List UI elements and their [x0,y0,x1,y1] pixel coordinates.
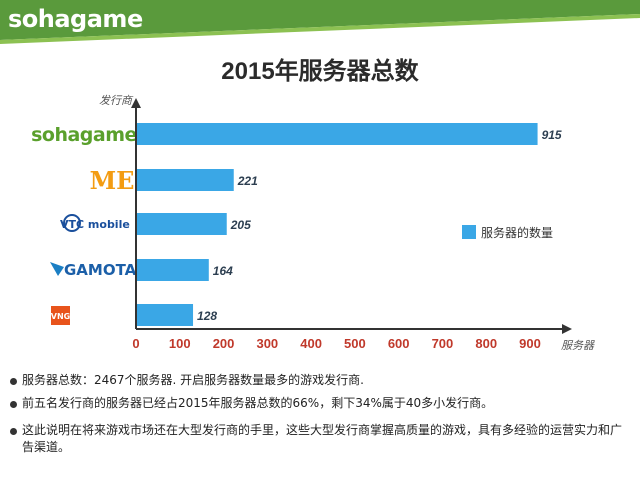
x-tick-label: 100 [169,336,191,351]
bar [137,259,209,281]
bar [137,123,538,145]
note-item: 这此说明在将来游戏市场还在大型发行商的手里，这些大型发行商掌握高质量的游戏，具有… [10,422,630,456]
bar [137,213,227,235]
x-tick-label: 600 [388,336,410,351]
note-text: 前五名发行商的服务器已经占2015年服务器总数的66%，剩下34%属于40多小发… [22,396,494,410]
gamota-logo: GAMOTA [64,261,137,279]
note-text: 这此说明在将来游戏市场还在大型发行商的手里，这些大型发行商掌握高质量的游戏，具有… [22,423,623,454]
sohagame-logo: sohagame [31,124,137,146]
notes: 服务器总数：2467个服务器. 开启服务器数量最多的游戏发行商. 前五名发行商的… [10,372,630,462]
x-tick-label: 0 [132,336,139,351]
y-axis-label: 发行商 [99,94,134,107]
me-logo: ME [90,166,135,195]
bar [137,304,194,326]
bar-value-label: 164 [213,264,233,278]
vng-mark-icon [51,306,70,325]
x-tick-label: 400 [300,336,322,351]
bar [137,169,234,191]
bar-value-label: 205 [230,218,251,232]
vtc-mobile-logo: VTC mobile [60,218,130,231]
note-item: 服务器总数：2467个服务器. 开启服务器数量最多的游戏发行商. [10,372,630,389]
x-tick-label: 900 [519,336,541,351]
vtc-mobile-ring-icon [63,214,81,232]
y-axis-arrow-icon [131,98,141,108]
vng-logo: VNG [51,312,70,321]
bullet-icon [10,401,17,408]
note-text: 服务器总数：2467个服务器. 开启服务器数量最多的游戏发行商. [22,373,364,387]
bullet-icon [10,428,17,435]
x-axis-label: 服务器 [561,339,595,352]
bar-value-label: 915 [542,128,562,142]
x-tick-label: 200 [213,336,235,351]
brand-logo: sohagame [8,5,143,33]
legend-label: 服务器的数量 [481,225,553,240]
legend-swatch [462,225,476,239]
x-tick-label: 800 [475,336,497,351]
bar-value-label: 221 [237,174,258,188]
bar-value-label: 128 [197,309,217,323]
note-item: 前五名发行商的服务器已经占2015年服务器总数的66%，剩下34%属于40多小发… [10,395,630,412]
chart-title: 2015年服务器总数 [221,58,419,85]
x-axis-arrow-icon [562,324,572,334]
header-band [0,0,640,44]
x-tick-label: 300 [256,336,278,351]
x-tick-label: 700 [432,336,454,351]
bullet-icon [10,378,17,385]
x-tick-label: 500 [344,336,366,351]
gamota-swoosh-icon [50,262,64,276]
